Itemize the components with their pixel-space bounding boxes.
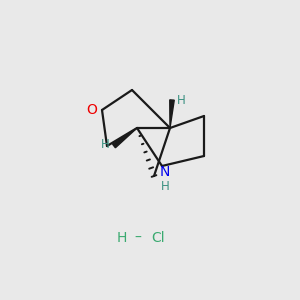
Polygon shape: [170, 100, 174, 128]
Text: O: O: [87, 103, 98, 117]
Text: H: H: [117, 231, 127, 245]
Text: Cl: Cl: [151, 231, 165, 245]
Text: N: N: [160, 165, 170, 179]
Text: H: H: [100, 139, 109, 152]
Text: –: –: [135, 231, 141, 245]
Text: H: H: [177, 94, 185, 106]
Text: H: H: [160, 181, 169, 194]
Polygon shape: [112, 128, 137, 148]
